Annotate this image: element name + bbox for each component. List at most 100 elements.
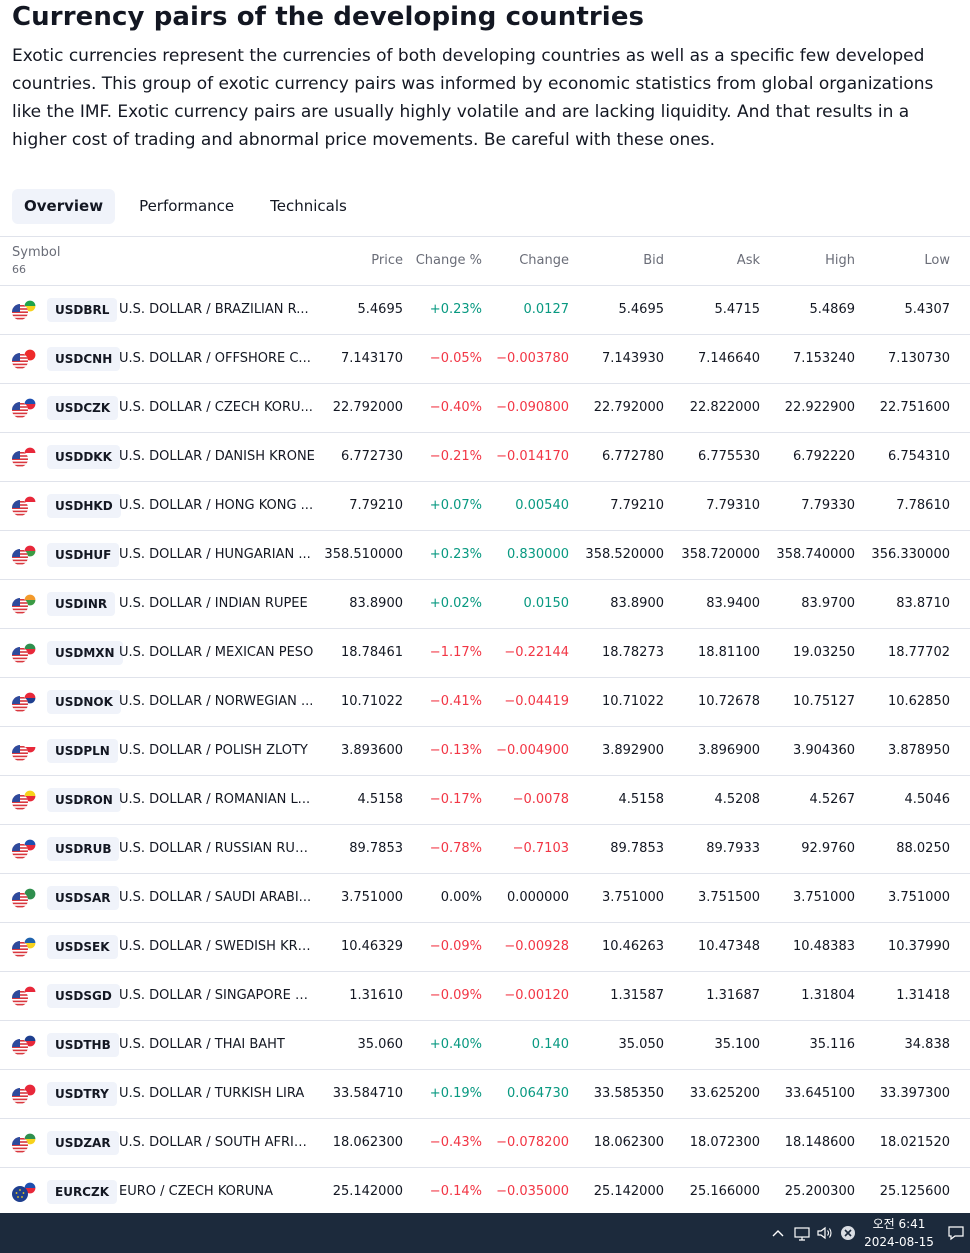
high-cell: 10.48383 (792, 939, 855, 954)
table-body: USDBRL U.S. DOLLAR / BRAZILIAN R... 5.4695… (0, 286, 970, 1217)
ticker-badge[interactable]: USDRON (47, 788, 121, 812)
column-header-symbol[interactable]: Symbol (12, 245, 61, 260)
ticker-badge[interactable]: USDCZK (47, 396, 119, 420)
high-cell: 25.200300 (784, 1184, 855, 1199)
low-cell: 25.125600 (879, 1184, 950, 1199)
table-row[interactable]: USDCNH U.S. DOLLAR / OFFSHORE C... 7.14317… (0, 335, 970, 384)
high-cell: 3.751000 (792, 890, 855, 905)
table-row[interactable]: USDCZK U.S. DOLLAR / CZECH KORU... 22.7920… (0, 384, 970, 433)
bid-cell: 18.062300 (593, 1135, 664, 1150)
ticker-badge[interactable]: USDTHB (47, 1033, 119, 1057)
high-cell: 83.9700 (801, 596, 855, 611)
volume-icon[interactable] (815, 1223, 835, 1243)
column-header-low[interactable]: Low (924, 253, 950, 268)
column-header-price[interactable]: Price (371, 253, 403, 268)
price-cell: 25.142000 (332, 1184, 403, 1199)
tab-overview[interactable]: Overview (12, 189, 116, 224)
change-cell: 0.00540 (515, 498, 569, 513)
pair-name: U.S. DOLLAR / NORWEGIAN ... (119, 694, 314, 709)
table-row[interactable]: USDMXN U.S. DOLLAR / MEXICAN PESO 18.78461… (0, 629, 970, 678)
change-percent-cell: −0.78% (429, 841, 482, 856)
currency-table: Symbol 66 Price Change % Change Bid Ask … (0, 236, 970, 1217)
ticker-badge[interactable]: EURCZK (47, 1180, 117, 1204)
ticker-badge[interactable]: USDSEK (47, 935, 118, 959)
table-row[interactable]: USDBRL U.S. DOLLAR / BRAZILIAN R... 5.4695… (0, 286, 970, 335)
ask-cell: 35.100 (714, 1037, 761, 1052)
ticker-badge[interactable]: USDPLN (47, 739, 118, 763)
low-cell: 3.751000 (887, 890, 950, 905)
table-row[interactable]: USDNOK U.S. DOLLAR / NORWEGIAN ... 10.7102… (0, 678, 970, 727)
ticker-badge[interactable]: USDHKD (47, 494, 121, 518)
bid-cell: 22.792000 (593, 400, 664, 415)
table-row[interactable]: USDDKK U.S. DOLLAR / DANISH KRONE 6.772730… (0, 433, 970, 482)
table-row[interactable]: USDTRY U.S. DOLLAR / TURKISH LIRA 33.58471… (0, 1070, 970, 1119)
table-row[interactable]: USDTHB U.S. DOLLAR / THAI BAHT 35.060 +0.40… (0, 1021, 970, 1070)
ticker-badge[interactable]: USDDKK (47, 445, 120, 469)
column-header-change-percent[interactable]: Change % (415, 253, 482, 268)
column-header-change[interactable]: Change (519, 253, 569, 268)
ticker-badge[interactable]: USDNOK (47, 690, 121, 714)
ask-cell: 18.81100 (697, 645, 760, 660)
price-cell: 18.062300 (332, 1135, 403, 1150)
tab-performance[interactable]: Performance (139, 197, 235, 215)
table-row[interactable]: USDSAR U.S. DOLLAR / SAUDI ARABI... 3.7510… (0, 874, 970, 923)
pair-name: U.S. DOLLAR / SINGAPORE D... (119, 988, 315, 1003)
table-row[interactable]: USDPLN U.S. DOLLAR / POLISH ZLOTY 3.893600… (0, 727, 970, 776)
high-cell: 19.03250 (792, 645, 855, 660)
ask-cell: 22.822000 (689, 400, 760, 415)
table-row[interactable]: USDSGD U.S. DOLLAR / SINGAPORE D... 1.3161… (0, 972, 970, 1021)
price-cell: 18.78461 (340, 645, 403, 660)
table-row[interactable]: USDRON U.S. DOLLAR / ROMANIAN L... 4.5158 −… (0, 776, 970, 825)
taskbar-clock[interactable]: 오전 6:41 2024-08-15 (862, 1215, 936, 1251)
ticker-badge[interactable]: USDSGD (47, 984, 120, 1008)
change-cell: 0.140 (531, 1037, 569, 1052)
bid-cell: 7.79210 (610, 498, 664, 513)
ticker-badge[interactable]: USDZAR (47, 1131, 119, 1155)
ticker-badge[interactable]: USDBRL (47, 298, 118, 322)
price-cell: 3.751000 (340, 890, 403, 905)
ticker-badge[interactable]: USDINR (47, 592, 116, 616)
table-row[interactable]: USDRUB U.S. DOLLAR / RUSSIAN RUB... 89.785… (0, 825, 970, 874)
ask-cell: 83.9400 (706, 596, 760, 611)
network-icon[interactable] (792, 1223, 812, 1243)
table-row[interactable]: USDHUF U.S. DOLLAR / HUNGARIAN ... 358.510… (0, 531, 970, 580)
high-cell: 10.75127 (792, 694, 855, 709)
ticker-badge[interactable]: USDRUB (47, 837, 120, 861)
table-row[interactable]: EURCZK EURO / CZECH KORUNA 25.142000 −0.14%… (0, 1168, 970, 1217)
change-percent-cell: −1.17% (429, 645, 482, 660)
chevron-up-icon[interactable] (768, 1223, 788, 1243)
ask-cell: 10.47348 (697, 939, 760, 954)
bid-cell: 4.5158 (618, 792, 665, 807)
bid-cell: 358.520000 (585, 547, 664, 562)
change-percent-cell: −0.09% (429, 939, 482, 954)
ask-cell: 3.896900 (697, 743, 760, 758)
table-row[interactable]: USDZAR U.S. DOLLAR / SOUTH AFRIC... 18.062… (0, 1119, 970, 1168)
bid-cell: 3.892900 (601, 743, 664, 758)
tab-technicals[interactable]: Technicals (270, 197, 347, 215)
table-row[interactable]: USDHKD U.S. DOLLAR / HONG KONG ... 7.79210… (0, 482, 970, 531)
bid-cell: 5.4695 (618, 302, 665, 317)
change-cell: −0.004900 (496, 743, 569, 758)
column-header-ask[interactable]: Ask (736, 253, 760, 268)
low-cell: 356.330000 (871, 547, 950, 562)
ticker-badge[interactable]: USDMXN (47, 641, 123, 665)
bid-cell: 83.8900 (610, 596, 664, 611)
ticker-badge[interactable]: USDHUF (47, 543, 120, 567)
ticker-badge[interactable]: USDSAR (47, 886, 119, 910)
bid-cell: 6.772780 (601, 449, 664, 464)
price-cell: 7.79210 (349, 498, 403, 513)
ticker-badge[interactable]: USDCNH (47, 347, 121, 371)
pair-name: U.S. DOLLAR / HONG KONG ... (119, 498, 314, 513)
change-cell: −0.7103 (512, 841, 569, 856)
high-cell: 4.5267 (809, 792, 856, 807)
ticker-badge[interactable]: USDTRY (47, 1082, 117, 1106)
pair-name: U.S. DOLLAR / RUSSIAN RUB... (119, 841, 315, 856)
table-row[interactable]: USDSEK U.S. DOLLAR / SWEDISH KRO... 10.463… (0, 923, 970, 972)
table-row[interactable]: USDINR U.S. DOLLAR / INDIAN RUPEE 83.8900 +… (0, 580, 970, 629)
pair-name: U.S. DOLLAR / INDIAN RUPEE (119, 596, 308, 611)
notification-icon[interactable] (946, 1223, 966, 1243)
change-percent-cell: +0.19% (429, 1086, 482, 1101)
close-circle-icon[interactable] (838, 1223, 858, 1243)
column-header-high[interactable]: High (825, 253, 855, 268)
column-header-bid[interactable]: Bid (643, 253, 664, 268)
